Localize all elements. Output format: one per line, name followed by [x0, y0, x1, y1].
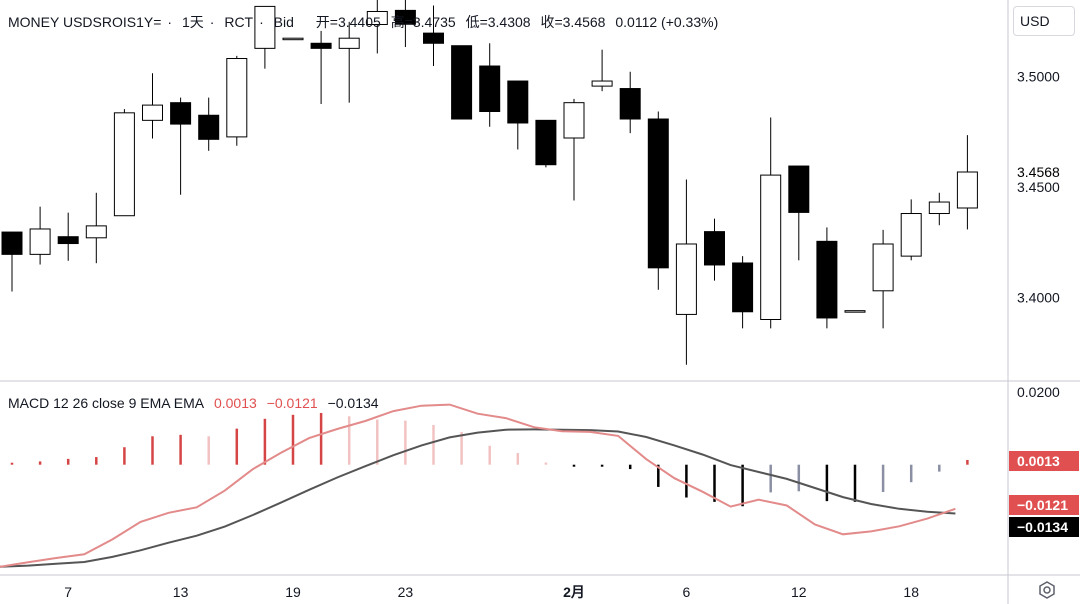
candle-body: [170, 102, 192, 125]
candle-body: [760, 174, 782, 321]
macd-line: [0, 403, 956, 568]
candle-body: [338, 37, 360, 49]
macd-name: MACD 12 26 close 9 EMA EMA: [8, 395, 205, 411]
candle-body: [451, 45, 473, 120]
candle-body: [57, 236, 79, 245]
candle-body: [85, 225, 107, 239]
source-label: RCT: [224, 14, 254, 30]
last-price-tag-bg: [1009, 162, 1080, 183]
candle-body: [282, 37, 304, 41]
quote-type-label: Bid: [273, 14, 294, 30]
symbol-label: MONEY USDSROIS1Y=: [8, 14, 162, 30]
candle-body: [113, 112, 135, 217]
candle-body: [535, 119, 557, 166]
candle-body: [619, 88, 641, 120]
macd-line-value: −0.0121: [266, 395, 318, 411]
time-axis-label: 19: [285, 584, 301, 600]
currency-label: USD: [1020, 13, 1050, 29]
candle-body: [816, 240, 838, 319]
candle-body: [900, 213, 922, 257]
time-axis-label: 2月: [563, 584, 585, 600]
main-legend: MONEY USDSROIS1Y= · 1天 · RCT · Bid 开=3.4405…: [8, 12, 724, 32]
candle-body: [591, 80, 613, 87]
candle-body: [226, 58, 248, 138]
separator: ·: [209, 14, 215, 30]
signal-value-tag: −0.0134: [1009, 516, 1079, 537]
high-value: 高=3.4735: [390, 14, 456, 30]
macd-hist-value: 0.0013: [213, 395, 257, 411]
candle-body: [788, 165, 810, 213]
time-axis-label: 23: [398, 584, 414, 600]
close-value: 收=3.4568: [540, 14, 606, 30]
candle-body: [563, 102, 585, 139]
time-axis-label: 6: [683, 584, 691, 600]
price-axis-label: 3.4500: [1017, 179, 1060, 195]
time-axis-label: 18: [903, 584, 919, 600]
change-value: 0.0112 (+0.33%): [615, 14, 719, 30]
settings-icon[interactable]: [1037, 580, 1057, 600]
open-value: 开=3.4405: [315, 14, 381, 30]
price-axis-label: 3.5000: [1017, 69, 1060, 85]
candle-body: [479, 65, 501, 113]
candle-body: [844, 310, 866, 313]
macd-value-tag: −0.0121: [1009, 494, 1079, 515]
price-axis-label: 3.4000: [1017, 289, 1060, 305]
candle-body: [1, 231, 23, 255]
macd-signal-value: −0.0134: [327, 395, 379, 411]
candle-body: [647, 118, 669, 269]
candle-body: [198, 114, 220, 140]
currency-selector[interactable]: USD: [1013, 6, 1075, 36]
time-axis-label: 12: [791, 584, 807, 600]
candle-body: [254, 5, 276, 49]
candle-body: [704, 231, 725, 266]
candle-body: [142, 104, 163, 121]
macd-axis-label: 0.0200: [1017, 384, 1060, 400]
candle-body: [29, 228, 51, 255]
time-axis-label: 13: [173, 584, 189, 600]
macd-legend: MACD 12 26 close 9 EMA EMA 0.0013 −0.012…: [8, 395, 385, 411]
separator: ·: [259, 14, 264, 30]
last-price-tag: 3.4568: [1017, 164, 1060, 180]
candle-body: [423, 32, 444, 44]
candle-body: [956, 171, 978, 209]
signal-line: [0, 428, 956, 568]
hist-value-tag: 0.0013: [1009, 450, 1079, 471]
candle-body: [928, 201, 950, 215]
candle-body: [872, 243, 894, 292]
candle-body: [675, 243, 697, 315]
low-value: 低=3.4308: [465, 14, 531, 30]
candle-body: [732, 262, 754, 313]
interval-label: 1天: [181, 14, 204, 30]
candle-body: [507, 80, 529, 124]
candle-body: [366, 10, 388, 26]
candle-body: [310, 42, 332, 49]
candle-body: [394, 9, 416, 25]
time-axis-label: 7: [64, 584, 72, 600]
separator: ·: [167, 14, 173, 30]
